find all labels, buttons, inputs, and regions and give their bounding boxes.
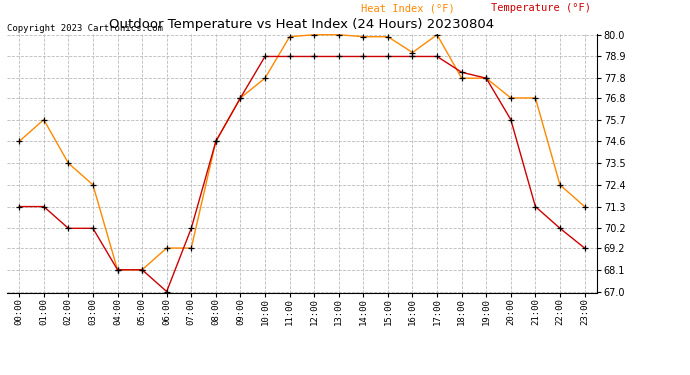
Title: Outdoor Temperature vs Heat Index (24 Hours) 20230804: Outdoor Temperature vs Heat Index (24 Ho… [109,18,495,31]
Text: Heat Index (°F): Heat Index (°F) [361,3,455,13]
Text: Temperature (°F): Temperature (°F) [491,3,591,13]
Text: Copyright 2023 Cartronics.com: Copyright 2023 Cartronics.com [7,24,163,33]
